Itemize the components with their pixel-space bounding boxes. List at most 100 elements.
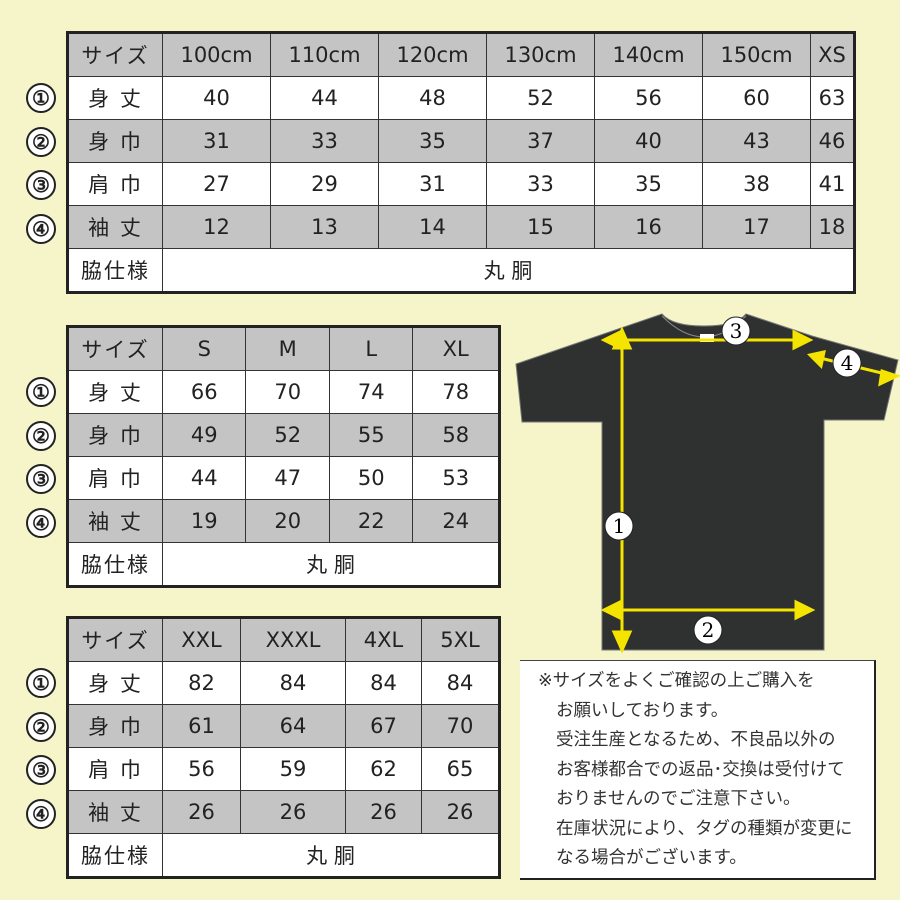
value-cell: 26	[162, 790, 241, 834]
table-row: 身 丈 66 70 74 78	[67, 370, 500, 414]
value-cell: 64	[239, 704, 347, 748]
row-label: 肩 巾	[67, 162, 163, 206]
value-cell: 50	[328, 456, 414, 500]
value-cell: 58	[412, 413, 500, 457]
row-label: 身 丈	[67, 370, 163, 414]
table-row: 身 巾 61 64 67 70	[67, 704, 500, 748]
header-cell: 110cm	[270, 32, 379, 77]
value-cell: 56	[162, 747, 241, 791]
value-cell: 26	[344, 790, 423, 834]
table-row: 肩 巾 56 59 62 65	[67, 747, 500, 791]
row-label: 身 丈	[67, 76, 163, 120]
header-row: サイズ S M L XL	[67, 326, 500, 371]
table-row: 身 巾 31 33 35 37 40 43 46	[67, 119, 855, 163]
value-cell: 66	[161, 370, 247, 414]
row-marker: ③	[26, 755, 56, 786]
row-label: 身 巾	[67, 413, 163, 457]
row-marker: ②	[26, 711, 56, 742]
side-spec-value: 丸 胴	[162, 833, 500, 878]
value-cell: 26	[421, 790, 500, 834]
value-cell: 46	[810, 119, 855, 163]
side-spec-label: 脇仕様	[67, 542, 163, 587]
value-cell: 16	[594, 205, 703, 249]
size-table: サイズ XXL XXXL 4XL 5XL 身 丈 82 84 84 84 身 巾 61 64 67 70 肩 …	[66, 616, 501, 879]
side-spec-row: 脇仕様丸 胴	[67, 248, 855, 293]
value-cell: 33	[486, 162, 595, 206]
value-cell: 52	[486, 76, 595, 120]
value-cell: 18	[810, 205, 855, 249]
value-cell: 52	[245, 413, 330, 457]
value-cell: 43	[702, 119, 811, 163]
value-cell: 35	[378, 119, 487, 163]
tshirt-measurement-diagram: 1 2 3 4	[515, 313, 900, 653]
header-cell: サイズ	[67, 326, 163, 371]
table-row: 袖 丈 12 13 14 15 16 17 18	[67, 205, 855, 249]
value-cell: 84	[239, 661, 347, 705]
note-line: ※サイズをよくご確認の上ご購入を	[538, 671, 815, 691]
value-cell: 70	[245, 370, 330, 414]
header-cell: サイズ	[67, 32, 163, 77]
value-cell: 65	[421, 747, 500, 791]
side-spec-label: 脇仕様	[67, 248, 163, 293]
value-cell: 44	[161, 456, 247, 500]
markers: 1 2 3 4	[604, 316, 862, 645]
value-cell: 44	[270, 76, 379, 120]
row-marker: ②	[26, 126, 56, 157]
note-line: おりませんのでご注意下さい。	[556, 789, 801, 809]
row-label: 身 巾	[67, 119, 163, 163]
header-cell: 120cm	[378, 32, 487, 77]
value-cell: 41	[810, 162, 855, 206]
header-cell: XS	[810, 32, 855, 77]
value-cell: 82	[162, 661, 241, 705]
value-cell: 26	[239, 790, 347, 834]
value-cell: 40	[594, 119, 703, 163]
value-cell: 78	[412, 370, 500, 414]
row-label: 身 巾	[67, 704, 163, 748]
header-cell: L	[328, 326, 414, 371]
table-row: 身 巾 49 52 55 58	[67, 413, 500, 457]
value-cell: 17	[702, 205, 811, 249]
marker-3: 3	[730, 319, 743, 343]
marker-4: 4	[841, 351, 854, 375]
value-cell: 24	[412, 499, 500, 543]
notes-box: ※サイズをよくご確認の上ご購入を お願いしております。 受注生産となるため、不良…	[520, 660, 876, 880]
value-cell: 84	[421, 661, 500, 705]
value-cell: 59	[239, 747, 347, 791]
value-cell: 40	[162, 76, 271, 120]
note-line: 受注生産となるため、不良品以外の	[556, 730, 836, 750]
value-cell: 12	[162, 205, 271, 249]
value-cell: 63	[810, 76, 855, 120]
value-cell: 38	[702, 162, 811, 206]
note-line: お客様都合での返品･交換は受付けて	[556, 759, 845, 780]
row-marker: ④	[26, 798, 56, 829]
side-spec-row: 脇仕様丸 胴	[67, 542, 500, 587]
row-marker: ①	[26, 377, 56, 407]
row-marker: ②	[26, 420, 56, 451]
header-cell: XXL	[162, 617, 241, 662]
table-row: 身 丈 40 44 48 52 56 60 63	[67, 76, 855, 120]
value-cell: 13	[270, 205, 379, 249]
value-cell: 70	[421, 704, 500, 748]
value-cell: 27	[162, 162, 271, 206]
value-cell: 14	[378, 205, 487, 249]
value-cell: 61	[162, 704, 241, 748]
value-cell: 15	[486, 205, 595, 249]
row-marker: ①	[26, 83, 56, 113]
header-cell: 100cm	[162, 32, 271, 77]
value-cell: 67	[344, 704, 423, 748]
row-marker: ③	[26, 464, 56, 495]
value-cell: 74	[328, 370, 414, 414]
size-table: サイズ S M L XL 身 丈 66 70 74 78 身 巾 49 52 55 58 肩 巾 44 47 50 5…	[66, 325, 501, 588]
header-cell: 130cm	[486, 32, 595, 77]
side-spec-value: 丸 胴	[162, 248, 855, 293]
value-cell: 35	[594, 162, 703, 206]
value-cell: 49	[161, 413, 247, 457]
header-cell: M	[245, 326, 330, 371]
side-spec-row: 脇仕様丸 胴	[67, 833, 500, 878]
value-cell: 29	[270, 162, 379, 206]
row-label: 肩 巾	[67, 747, 163, 791]
table-row: 肩 巾 27 29 31 33 35 38 41	[67, 162, 855, 206]
size-table: サイズ 100cm 110cm 120cm 130cm 140cm 150cm XS 身 丈 40…	[66, 31, 856, 294]
value-cell: 84	[344, 661, 423, 705]
table-row: 身 丈 82 84 84 84	[67, 661, 500, 705]
